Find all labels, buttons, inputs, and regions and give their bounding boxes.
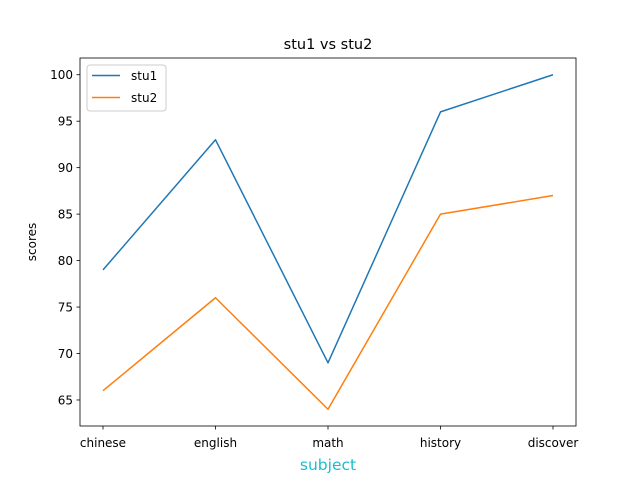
- y-tick-label: 70: [58, 347, 73, 361]
- x-tick-label: chinese: [80, 436, 126, 450]
- x-tick-label: english: [194, 436, 237, 450]
- y-tick-label: 65: [58, 393, 73, 407]
- chart-title: stu1 vs stu2: [284, 37, 373, 53]
- legend: stu1 stu2: [87, 65, 166, 111]
- legend-label-stu2: stu2: [131, 91, 157, 105]
- y-tick-label: 80: [58, 254, 73, 268]
- y-tick-label: 75: [58, 300, 73, 314]
- y-tick-label: 90: [58, 161, 73, 175]
- y-tick-label: 100: [50, 68, 73, 82]
- x-axis-label: subject: [300, 456, 356, 474]
- y-tick-label: 95: [58, 114, 73, 128]
- plot-area: chinese english math history discover 65 70 75…: [50, 58, 578, 450]
- y-axis-label: scores: [25, 223, 39, 262]
- plot-background: [80, 58, 576, 426]
- x-tick-label: math: [312, 436, 343, 450]
- x-tick-label: discover: [528, 436, 579, 450]
- x-tick-label: history: [420, 436, 461, 450]
- y-tick-label: 85: [58, 207, 73, 221]
- legend-label-stu1: stu1: [131, 69, 157, 83]
